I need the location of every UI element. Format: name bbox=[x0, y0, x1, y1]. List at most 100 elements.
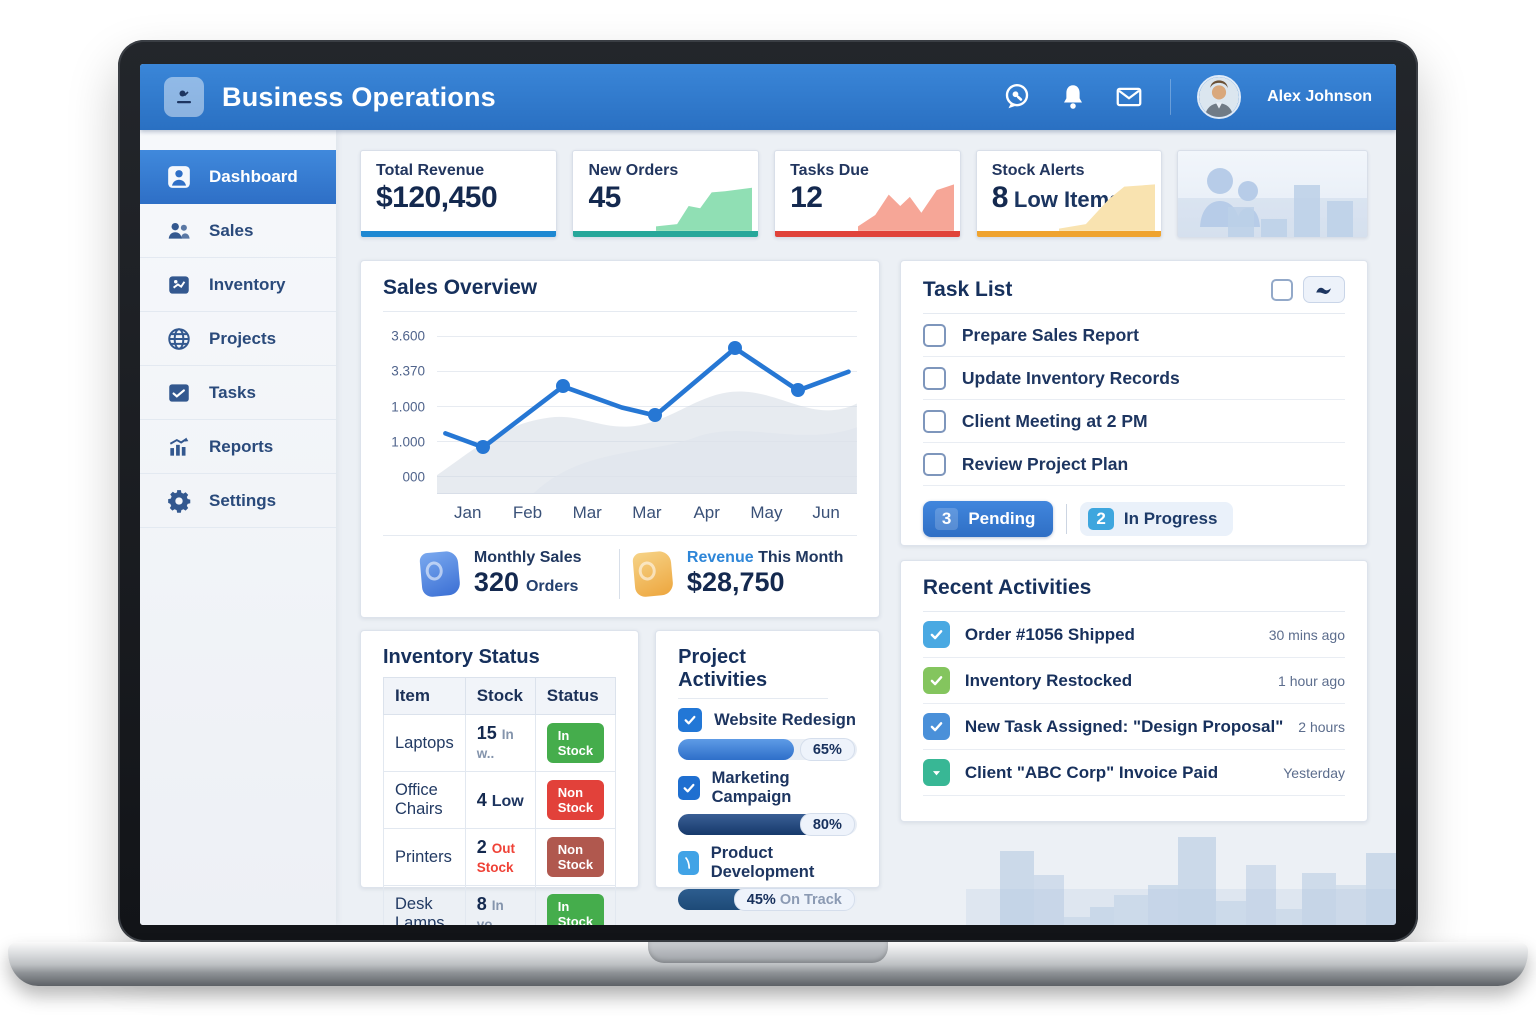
sales-overview-title: Sales Overview bbox=[383, 276, 857, 312]
stock-cell: 4 Low bbox=[464, 771, 536, 829]
stat-value-row: $120,450 bbox=[376, 181, 541, 214]
projects-icon bbox=[166, 326, 192, 352]
sidebar-item-tasks[interactable]: Tasks bbox=[140, 366, 336, 420]
task-list-select-all-checkbox[interactable] bbox=[1271, 278, 1293, 301]
y-tick-label: 1.000 bbox=[391, 434, 425, 450]
stock-note: Low bbox=[491, 792, 524, 810]
task-list-menu-button[interactable] bbox=[1303, 276, 1345, 303]
stock-note: In vo.. bbox=[476, 898, 504, 925]
x-tick-label: Apr bbox=[693, 503, 720, 522]
sidebar-item-label: Dashboard bbox=[209, 167, 298, 186]
header-actions: Alex Johnson bbox=[1002, 75, 1372, 119]
revenue-month-summary: Revenue This Month $28,750 bbox=[620, 549, 856, 598]
stat-card-stock-alerts[interactable]: Stock Alerts 8 Low Items bbox=[975, 150, 1163, 238]
sales-icon bbox=[166, 218, 192, 244]
task-checkbox[interactable] bbox=[922, 409, 946, 433]
stock-number: 4 bbox=[476, 789, 487, 810]
task-row: Client Meeting at 2 PM bbox=[922, 400, 1345, 443]
x-tick-label: Mar bbox=[572, 503, 602, 522]
progress-fill bbox=[678, 814, 822, 835]
laptop-base-notch bbox=[648, 942, 888, 963]
avatar[interactable] bbox=[1197, 75, 1242, 119]
x-tick-label: Jun bbox=[812, 503, 840, 522]
in-progress-badge[interactable]: 2 In Progress bbox=[1080, 502, 1234, 536]
task-row: Review Project Plan bbox=[922, 443, 1345, 486]
sparkline bbox=[857, 184, 954, 231]
column-header: Item bbox=[383, 677, 466, 715]
laptop-base bbox=[8, 942, 1528, 986]
project-list: Website Redesign 65% Marketing Campaign 80%… bbox=[678, 708, 857, 911]
sidebar-item-settings[interactable]: Settings bbox=[140, 474, 336, 528]
activity-time: 1 hour ago bbox=[1278, 672, 1345, 689]
badge-label: In Progress bbox=[1123, 509, 1218, 528]
chart-y-axis: 3.600 3.370 1.000 1.000 000 bbox=[383, 326, 437, 494]
reports-icon bbox=[166, 434, 192, 460]
sidebar-item-label: Inventory bbox=[209, 274, 286, 294]
stat-card-total-revenue[interactable]: Total Revenue $120,450 bbox=[360, 150, 558, 238]
task-checkbox[interactable] bbox=[922, 366, 946, 390]
notifications-icon[interactable] bbox=[1058, 82, 1088, 112]
revenue-label-rest: This Month bbox=[758, 549, 844, 566]
settings-icon bbox=[166, 488, 192, 514]
sidebar-item-reports[interactable]: Reports bbox=[140, 420, 336, 474]
stock-cell: 15 In w.. bbox=[464, 714, 536, 772]
chart-background-area bbox=[437, 391, 857, 493]
project-item: Website Redesign 65% bbox=[678, 708, 857, 761]
checkbox-checked-icon[interactable] bbox=[678, 708, 703, 732]
sidebar-item-sales[interactable]: Sales bbox=[140, 204, 336, 258]
status-badge: Non Stock bbox=[546, 780, 605, 820]
project-head: Website Redesign bbox=[678, 708, 857, 732]
stat-label: New Orders bbox=[588, 162, 679, 179]
header-row: Item Stock Status bbox=[383, 677, 617, 715]
skyline-bar bbox=[1148, 885, 1178, 925]
app-logo-icon bbox=[164, 77, 204, 117]
sidebar-item-dashboard[interactable]: Dashboard bbox=[140, 150, 336, 204]
stat-accent-bar bbox=[775, 231, 960, 237]
table-row: Printers 2 Out Stock Non Stock bbox=[383, 828, 617, 886]
mail-icon[interactable] bbox=[1114, 82, 1144, 112]
status-cell: Non Stock bbox=[534, 828, 617, 886]
y-tick-label: 3.370 bbox=[391, 363, 425, 379]
task-list-header: Task List bbox=[922, 276, 1345, 314]
activity-time: 30 mins ago bbox=[1268, 626, 1345, 643]
progress-note: On Track bbox=[779, 891, 842, 908]
stat-label: Total Revenue bbox=[376, 162, 485, 179]
stat-card-tasks-due[interactable]: Tasks Due 12 bbox=[774, 150, 961, 238]
sidebar-item-projects[interactable]: Projects bbox=[140, 312, 336, 366]
checkbox-checked-icon[interactable] bbox=[678, 776, 700, 800]
check-icon bbox=[922, 667, 950, 694]
item-cell: Office Chairs bbox=[383, 771, 466, 829]
stat-value: $120,450 bbox=[376, 181, 498, 214]
tasks-icon bbox=[166, 380, 192, 406]
inventory-icon bbox=[166, 272, 192, 298]
chat-icon[interactable] bbox=[1002, 82, 1032, 112]
table-body: Laptops 15 In w.. In Stock Office Chairs 4 Low… bbox=[383, 714, 617, 925]
stat-card-new-orders[interactable]: New Orders 45 bbox=[572, 150, 760, 238]
monthly-sales-summary: Monthly Sales 320 Orders bbox=[383, 549, 619, 598]
stat-accent-bar bbox=[976, 231, 1162, 237]
projects-title: Project Activities bbox=[678, 646, 829, 699]
revenue-month-value: $28,750 bbox=[686, 567, 785, 597]
task-checkbox[interactable] bbox=[922, 323, 946, 347]
laptop-screen: Business Operations Alex Johns bbox=[140, 64, 1396, 925]
project-name: Website Redesign bbox=[714, 710, 856, 729]
activity-row: New Task Assigned: "Design Proposal" 2 ho… bbox=[922, 704, 1345, 750]
chart-x-axis: Jan Feb Mar Mar Apr May Jun bbox=[383, 503, 857, 523]
curve-icon[interactable] bbox=[678, 851, 699, 875]
trend-point bbox=[555, 379, 570, 394]
sidebar-item-inventory[interactable]: Inventory bbox=[140, 258, 336, 312]
skyline-bar bbox=[1064, 917, 1090, 925]
badge-label: Pending bbox=[968, 509, 1036, 528]
check-icon bbox=[922, 713, 950, 740]
status-badge: In Stock bbox=[546, 723, 605, 763]
percent-label: 65% bbox=[812, 741, 842, 758]
stock-note: In w.. bbox=[476, 727, 514, 761]
inventory-status-panel: Inventory Status Item Stock Status Laptops 1… bbox=[360, 630, 640, 925]
column-header: Stock bbox=[464, 677, 536, 715]
task-checkbox[interactable] bbox=[922, 452, 946, 476]
task-label: Client Meeting at 2 PM bbox=[961, 410, 1148, 431]
sales-footer: Monthly Sales 320 Orders Revenue This bbox=[383, 535, 857, 611]
pending-badge[interactable]: 3 Pending bbox=[922, 501, 1054, 537]
activity-text: Inventory Restocked bbox=[964, 670, 1133, 690]
